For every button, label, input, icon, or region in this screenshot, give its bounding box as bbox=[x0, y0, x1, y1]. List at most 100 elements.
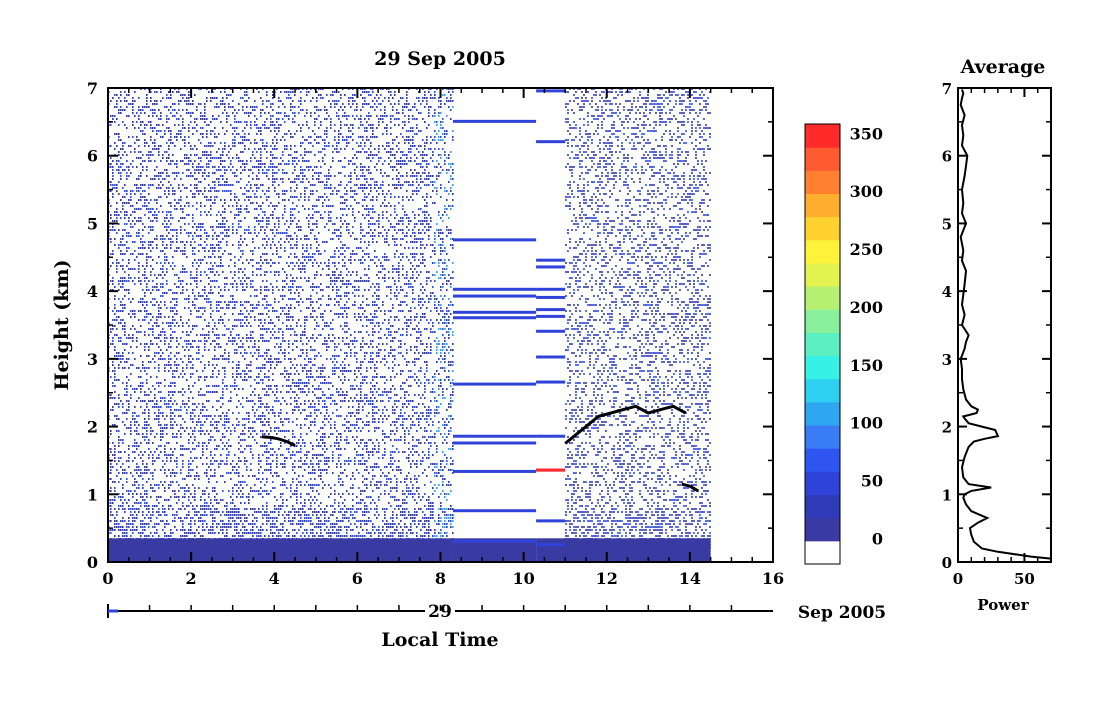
heatmap-cell bbox=[238, 241, 240, 243]
heatmap-cell bbox=[178, 133, 180, 135]
heatmap-cell bbox=[164, 259, 166, 261]
heatmap-cell bbox=[184, 340, 186, 342]
heatmap-cell bbox=[126, 418, 128, 420]
heatmap-cell bbox=[234, 199, 236, 201]
heatmap-cell bbox=[240, 268, 242, 270]
heatmap-cell bbox=[128, 292, 130, 294]
heatmap-cell bbox=[244, 193, 246, 195]
heatmap-cell bbox=[156, 484, 158, 486]
heatmap-cell bbox=[226, 169, 228, 171]
heatmap-cell bbox=[190, 526, 192, 528]
heatmap-cell bbox=[268, 412, 270, 414]
heatmap-cell bbox=[272, 178, 274, 180]
heatmap-cell bbox=[210, 301, 212, 303]
heatmap-cell bbox=[274, 415, 276, 417]
heatmap-cell bbox=[212, 157, 214, 159]
heatmap-cell bbox=[164, 403, 166, 405]
heatmap-cell bbox=[254, 208, 256, 210]
heatmap-cell bbox=[152, 526, 154, 528]
heatmap-cell bbox=[232, 328, 234, 330]
heatmap-cell bbox=[228, 400, 230, 402]
heatmap-cell bbox=[194, 532, 196, 534]
heatmap-cell bbox=[274, 523, 276, 525]
heatmap-cell bbox=[270, 388, 272, 390]
heatmap-cell bbox=[286, 499, 288, 501]
heatmap-cell bbox=[126, 535, 128, 537]
heatmap-cell bbox=[264, 112, 266, 114]
heatmap-cell bbox=[110, 532, 112, 534]
heatmap-cell bbox=[204, 394, 206, 396]
heatmap-cell bbox=[136, 469, 138, 471]
heatmap-cell bbox=[222, 295, 224, 297]
heatmap-cell bbox=[272, 109, 274, 111]
heatmap-cell bbox=[186, 154, 188, 156]
heatmap-cell bbox=[250, 310, 252, 312]
heatmap-cell bbox=[152, 325, 154, 327]
heatmap-cell bbox=[182, 280, 184, 282]
heatmap-cell bbox=[124, 307, 126, 309]
heatmap-cell bbox=[174, 172, 176, 174]
heatmap-cell bbox=[228, 151, 230, 153]
heatmap-cell bbox=[192, 418, 194, 420]
heatmap-cell bbox=[266, 469, 268, 471]
heatmap-cell bbox=[140, 163, 142, 165]
heatmap-cell bbox=[270, 466, 272, 468]
heatmap-cell bbox=[174, 331, 176, 333]
heatmap-cell bbox=[128, 490, 130, 492]
heatmap-cell bbox=[168, 343, 170, 345]
heatmap-cell bbox=[180, 205, 182, 207]
heatmap-cell bbox=[128, 220, 130, 222]
heatmap-cell bbox=[188, 406, 190, 408]
heatmap-cell bbox=[226, 244, 228, 246]
heatmap-cell bbox=[290, 223, 292, 225]
heatmap-cell bbox=[180, 208, 182, 210]
heatmap-cell bbox=[174, 490, 176, 492]
heatmap-cell bbox=[282, 514, 284, 516]
heatmap-cell bbox=[148, 211, 150, 213]
heatmap-cell bbox=[112, 424, 114, 426]
heatmap-cell bbox=[158, 274, 160, 276]
heatmap-cell bbox=[206, 151, 208, 153]
heatmap-cell bbox=[132, 268, 134, 270]
heatmap-cell bbox=[124, 424, 126, 426]
heatmap-cell bbox=[280, 346, 282, 348]
heatmap-cell bbox=[138, 469, 140, 471]
heatmap-cell bbox=[146, 97, 148, 99]
heatmap-cell bbox=[166, 307, 168, 309]
heatmap-cell bbox=[236, 394, 238, 396]
heatmap-cell bbox=[146, 427, 148, 429]
heatmap-cell bbox=[158, 406, 160, 408]
heatmap-cell bbox=[250, 259, 252, 261]
heatmap-cell bbox=[184, 508, 186, 510]
heatmap-cell bbox=[186, 346, 188, 348]
heatmap-cell bbox=[276, 121, 278, 123]
heatmap-cell bbox=[122, 487, 124, 489]
heatmap-cell bbox=[192, 238, 194, 240]
heatmap-cell bbox=[204, 376, 206, 378]
heatmap-cell bbox=[282, 217, 284, 219]
heatmap-cell bbox=[214, 166, 216, 168]
heatmap-cell bbox=[240, 151, 242, 153]
heatmap-cell bbox=[130, 226, 132, 228]
heatmap-cell bbox=[210, 190, 212, 192]
heatmap-cell bbox=[172, 532, 174, 534]
heatmap-cell bbox=[220, 214, 222, 216]
heatmap-cell bbox=[120, 337, 122, 339]
heatmap-cell bbox=[118, 298, 120, 300]
heatmap-cell bbox=[224, 91, 226, 93]
heatmap-cell bbox=[130, 508, 132, 510]
heatmap-cell bbox=[198, 379, 200, 381]
heatmap-cell bbox=[268, 340, 270, 342]
heatmap-cell bbox=[178, 484, 180, 486]
heatmap-cell bbox=[146, 142, 148, 144]
heatmap-cell bbox=[134, 127, 136, 129]
heatmap-cell bbox=[208, 361, 210, 363]
heatmap-cell bbox=[134, 418, 136, 420]
heatmap-cell bbox=[118, 496, 120, 498]
heatmap-cell bbox=[184, 127, 186, 129]
heatmap-cell bbox=[292, 469, 294, 471]
heatmap-cell bbox=[216, 97, 218, 99]
heatmap-cell bbox=[290, 145, 292, 147]
heatmap-cell bbox=[204, 379, 206, 381]
heatmap-cell bbox=[224, 436, 226, 438]
